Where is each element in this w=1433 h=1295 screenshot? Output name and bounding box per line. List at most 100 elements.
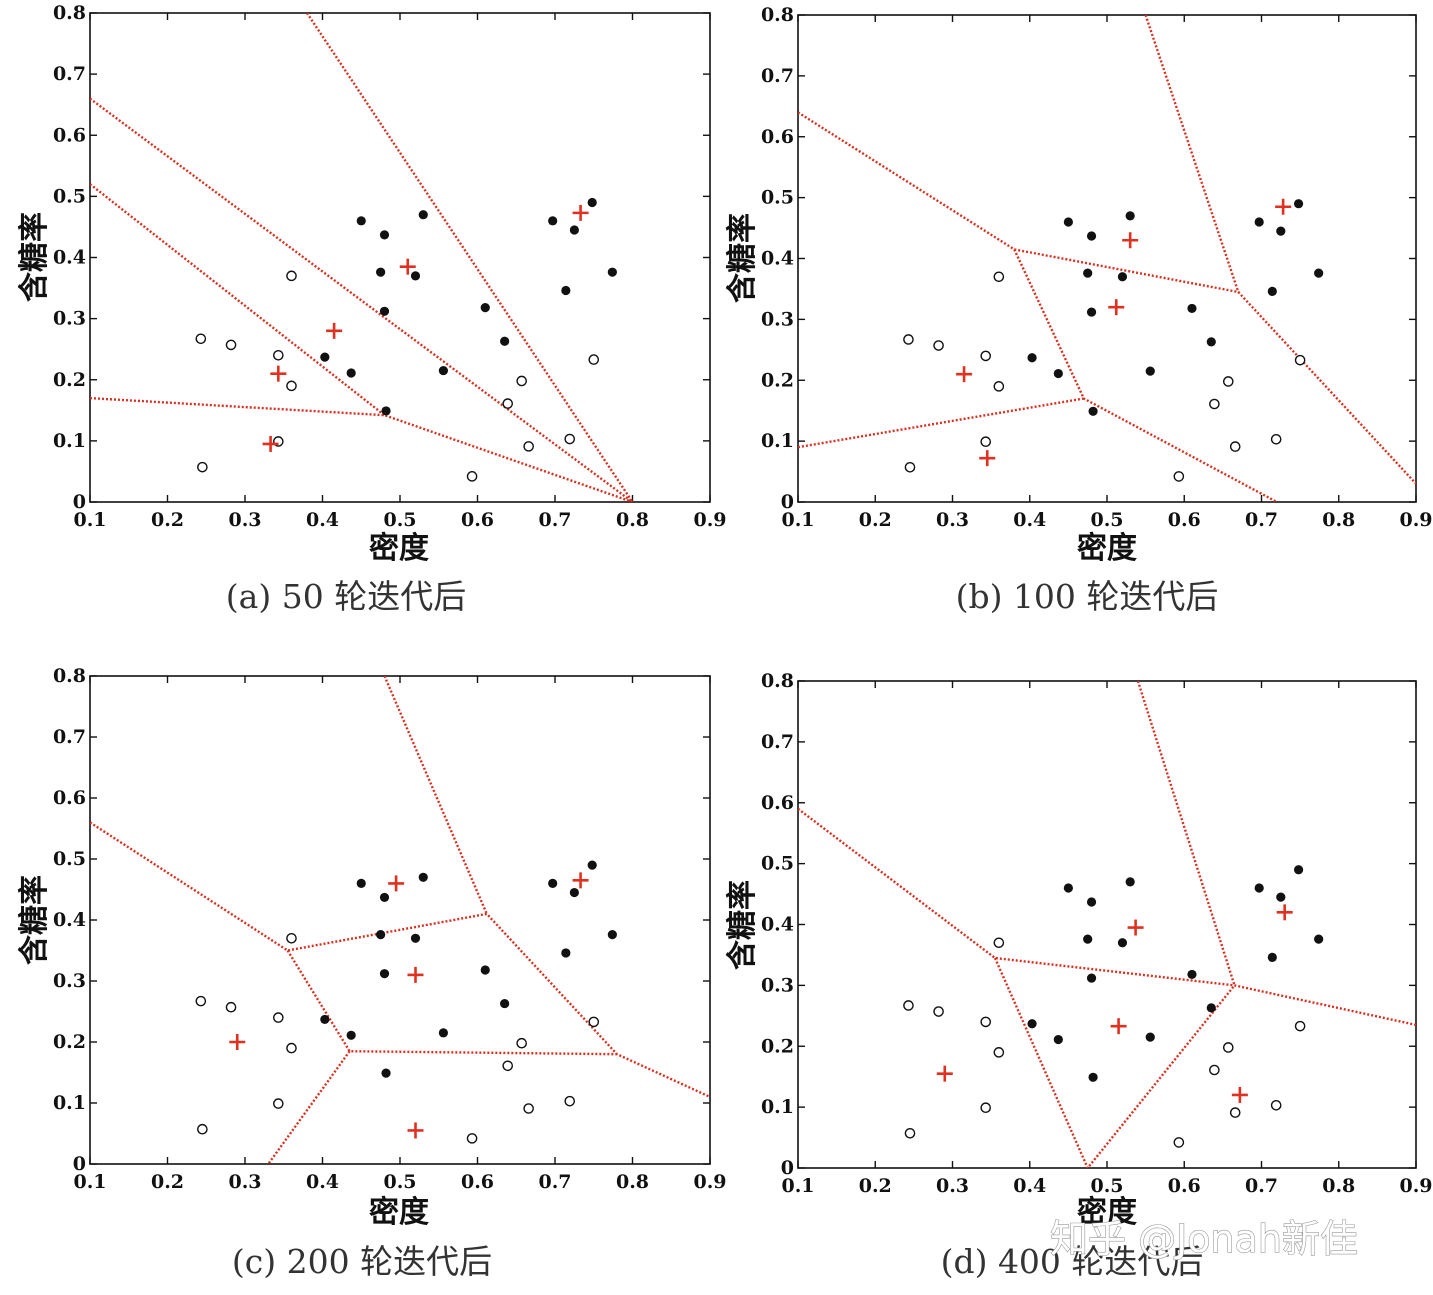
x-axis-label: 密度 xyxy=(369,1195,429,1230)
y-tick-label: 0.8 xyxy=(761,670,794,692)
x-tick-label: 0.1 xyxy=(73,1171,106,1193)
x-tick-label: 0.8 xyxy=(1322,509,1355,531)
open-point xyxy=(1209,398,1220,410)
open-point xyxy=(286,270,297,282)
y-tick-label: 0.7 xyxy=(761,731,794,753)
filled-point xyxy=(1276,226,1286,236)
open-point xyxy=(1209,1064,1220,1076)
filled-point xyxy=(418,210,428,220)
x-tick-label: 0.8 xyxy=(1322,1175,1355,1197)
y-tick-label: 0.2 xyxy=(761,1035,794,1057)
open-point xyxy=(1270,1099,1282,1111)
watermark: 知乎 @Jonah新佳 xyxy=(1050,1217,1358,1261)
filled-point xyxy=(381,406,391,416)
boundary-line xyxy=(286,949,618,1056)
filled-point xyxy=(356,878,366,889)
filled-point xyxy=(561,948,571,958)
y-tick-label: 0.5 xyxy=(761,853,794,875)
boundary-line xyxy=(267,1050,351,1164)
boundary-line xyxy=(383,676,488,915)
open-point xyxy=(466,1133,478,1144)
filled-point xyxy=(1053,1034,1063,1045)
x-axis-label: 密度 xyxy=(1077,531,1137,566)
x-axis-label: 密度 xyxy=(369,531,429,566)
y-tick-label: 0.3 xyxy=(761,308,794,330)
boundary-line xyxy=(306,13,634,502)
plot-frame xyxy=(89,675,711,1165)
filled-point xyxy=(410,271,421,281)
filled-point xyxy=(410,933,421,943)
y-tick-label: 0.1 xyxy=(53,1092,86,1114)
filled-point xyxy=(1063,883,1073,893)
centroid-marker xyxy=(1127,919,1144,936)
filled-point xyxy=(561,285,571,296)
panel-a: 0.1 0.2 0.3 0.4 0.5 0.6 0.7 0.8 0.900.10.20.30.4… xyxy=(17,2,727,616)
y-tick-label: 0.5 xyxy=(761,187,794,209)
y-axis-label: 含糖率 xyxy=(725,213,760,303)
filled-point xyxy=(607,267,617,277)
open-point xyxy=(993,1047,1005,1058)
y-axis-label: 含糖率 xyxy=(725,880,760,970)
y-tick-label: 0 xyxy=(781,491,794,513)
x-tick-label: 0.3 xyxy=(936,1175,969,1197)
x-tick-label: 0.3 xyxy=(936,509,969,531)
filled-point xyxy=(1125,211,1135,221)
open-point xyxy=(523,1103,534,1114)
filled-point xyxy=(1053,368,1063,379)
filled-point xyxy=(1314,934,1324,944)
filled-point xyxy=(480,965,490,975)
x-tick-label: 0.5 xyxy=(383,509,416,531)
y-tick-label: 0.2 xyxy=(53,369,86,391)
filled-point xyxy=(1276,892,1286,902)
y-tick-label: 0.4 xyxy=(53,909,86,931)
x-tick-label: 0.2 xyxy=(859,1175,892,1197)
filled-point xyxy=(1086,307,1097,317)
filled-point xyxy=(1314,268,1324,278)
centroid-marker xyxy=(572,204,589,221)
x-axis-label: 密度 xyxy=(1077,1195,1137,1230)
x-tick-label: 0.6 xyxy=(461,1171,494,1193)
boundary-lines xyxy=(90,676,710,1164)
filled-point xyxy=(1083,268,1093,278)
x-tick-label: 0.5 xyxy=(1090,1175,1123,1197)
open-point xyxy=(273,1098,284,1109)
filled-point xyxy=(1254,217,1264,227)
y-axis-label: 含糖率 xyxy=(17,875,52,965)
open-point xyxy=(1270,433,1282,445)
filled-point xyxy=(1145,366,1155,376)
x-tick-label: 0.9 xyxy=(693,1171,726,1193)
open-point xyxy=(980,1102,992,1114)
x-tick-label: 0.8 xyxy=(616,1171,649,1193)
filled-point xyxy=(587,860,597,870)
filled-point xyxy=(548,216,558,226)
y-tick-label: 0.3 xyxy=(53,308,86,330)
y-tick-label: 0 xyxy=(781,1157,794,1179)
open-point xyxy=(564,1095,576,1107)
caption: (c) 200 轮迭代后 xyxy=(232,1242,492,1281)
x-tick-label: 0.8 xyxy=(616,509,649,531)
open-point xyxy=(903,334,914,345)
y-tick-label: 0.8 xyxy=(761,4,794,26)
filled-point xyxy=(1293,199,1304,209)
open-point xyxy=(980,436,992,448)
open-point xyxy=(516,375,527,387)
filled-point xyxy=(379,969,390,979)
filled-point xyxy=(376,267,386,277)
y-tick-label: 0.6 xyxy=(761,792,794,814)
centroid-marker xyxy=(262,435,279,452)
filled-point xyxy=(379,230,390,240)
filled-point xyxy=(569,887,579,898)
caption: (b) 100 轮迭代后 xyxy=(956,577,1219,616)
open-point xyxy=(286,380,297,392)
y-tick-label: 0.2 xyxy=(761,369,794,391)
centroid-marker xyxy=(229,1034,246,1050)
filled-point xyxy=(381,1068,391,1078)
centroid-marker xyxy=(270,365,287,382)
boundary-line xyxy=(1136,681,1236,986)
y-axis-label: 含糖率 xyxy=(17,212,52,302)
y-tick-label: 0.7 xyxy=(761,65,794,87)
x-tick-label: 0.7 xyxy=(538,509,571,531)
open-point xyxy=(904,462,916,473)
open-point xyxy=(1173,1137,1185,1148)
open-point xyxy=(933,1006,944,1017)
